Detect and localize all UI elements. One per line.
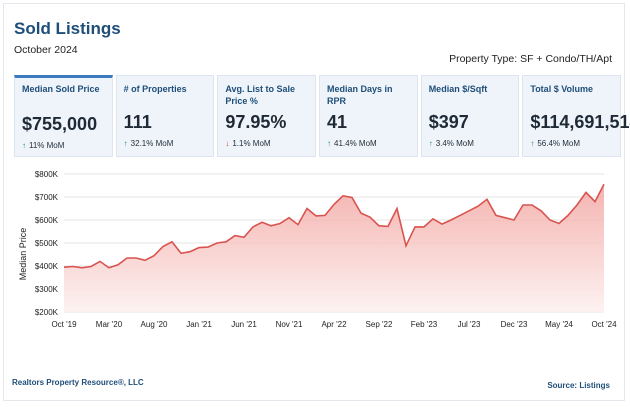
footer-attribution: Realtors Property Resource®, LLC xyxy=(12,378,144,387)
y-tick-label: $600K xyxy=(35,216,59,225)
kpi-label: # of Properties xyxy=(123,84,187,94)
kpi-median-sold-price[interactable]: Median Sold Price $755,000 ↑ 11% MoM xyxy=(14,75,113,157)
x-tick-label: Dec '23 xyxy=(501,320,528,329)
kpi-median-days-in-rpr[interactable]: Median Days in RPR 41 ↑ 41.4% MoM xyxy=(319,75,418,157)
footer-source: Source: Listings xyxy=(547,381,610,390)
kpi-total-volume[interactable]: Total $ Volume $114,691,514 ↑ 56.4% MoM xyxy=(522,75,630,157)
y-axis-title: Median Price xyxy=(18,228,28,281)
kpi-value: 41 xyxy=(327,112,348,132)
x-tick-label: Sep '22 xyxy=(366,320,393,329)
kpi-label: Total $ Volume xyxy=(530,84,594,94)
kpi-change: ↑ 56.4% MoM xyxy=(530,139,580,148)
x-tick-label: Jan '21 xyxy=(186,320,212,329)
kpi-list-to-sale-price[interactable]: Avg. List to Sale Price % 97.95% ↓ 1.1% M… xyxy=(217,75,317,157)
kpi-change-text: 32.1% MoM xyxy=(130,139,174,148)
kpi-change: ↑ 3.4% MoM xyxy=(429,139,474,148)
arrow-up-icon: ↑ xyxy=(327,139,332,148)
arrow-up-icon: ↑ xyxy=(123,139,128,148)
kpi-row: Median Sold Price $755,000 ↑ 11% MoM # of… xyxy=(14,75,630,157)
kpi-label: Median $/Sqft xyxy=(428,84,488,94)
series-line xyxy=(63,183,605,269)
arrow-up-icon: ↑ xyxy=(22,141,26,150)
kpi-change-text: 41.4% MoM xyxy=(334,139,377,148)
x-tick-label: Feb '23 xyxy=(411,320,438,329)
report-period: October 2024 xyxy=(14,44,78,56)
arrow-up-icon: ↑ xyxy=(428,139,433,148)
kpi-value: $755,000 xyxy=(22,114,98,134)
x-tick-label: Apr '22 xyxy=(321,320,347,329)
y-tick-label: $300K xyxy=(35,285,59,294)
y-tick-label: $200K xyxy=(35,308,59,317)
series-area xyxy=(64,184,604,312)
kpi-value: 111 xyxy=(123,112,152,132)
kpi-label: Median Days in RPR xyxy=(327,84,393,106)
median-price-chart: Median Price $200K $300K $400K $500K $600K $7… xyxy=(18,170,617,329)
y-tick-label: $700K xyxy=(35,193,59,202)
x-tick-label: Nov '21 xyxy=(276,320,303,329)
y-tick-label: $400K xyxy=(35,262,59,271)
kpi-change: ↑ 41.4% MoM xyxy=(327,139,377,148)
sold-listings-card: Sold Listings October 2024 Property Type… xyxy=(3,3,630,401)
x-tick-label: Oct '19 xyxy=(51,320,77,329)
property-type-label: Property Type: SF + Condo/TH/Apt xyxy=(449,53,612,65)
arrow-up-icon: ↑ xyxy=(530,139,535,148)
kpi-change-text: 3.4% MoM xyxy=(435,139,474,148)
kpi-change-text: 1.1% MoM xyxy=(232,139,271,148)
kpi-change-text: 11% MoM xyxy=(29,141,65,150)
kpi-label: Median Sold Price xyxy=(22,84,100,94)
kpi-label: Avg. List to Sale Price % xyxy=(225,84,296,106)
x-tick-label: May '24 xyxy=(545,320,573,329)
kpi-number-of-properties[interactable]: # of Properties 111 ↑ 32.1% MoM xyxy=(115,75,215,157)
page-title: Sold Listings xyxy=(14,19,121,38)
kpi-value: $397 xyxy=(428,112,469,132)
kpi-change: ↓ 1.1% MoM xyxy=(225,139,270,148)
x-tick-label: Aug '20 xyxy=(141,320,168,329)
x-tick-label: Oct '24 xyxy=(591,320,617,329)
kpi-value: 97.95% xyxy=(225,112,287,132)
x-tick-label: Jul '23 xyxy=(458,320,481,329)
kpi-change: ↑ 11% MoM xyxy=(22,141,64,150)
kpi-median-price-per-sqft[interactable]: Median $/Sqft $397 ↑ 3.4% MoM xyxy=(420,75,520,157)
y-tick-label: $800K xyxy=(35,170,59,179)
kpi-change: ↑ 32.1% MoM xyxy=(124,139,174,148)
x-tick-label: Mar '20 xyxy=(96,320,123,329)
arrow-down-icon: ↓ xyxy=(225,139,230,148)
kpi-value: $114,691,514 xyxy=(530,112,630,132)
y-tick-label: $500K xyxy=(35,239,59,248)
kpi-change-text: 56.4% MoM xyxy=(537,139,581,148)
x-tick-label: Jun '21 xyxy=(231,320,257,329)
